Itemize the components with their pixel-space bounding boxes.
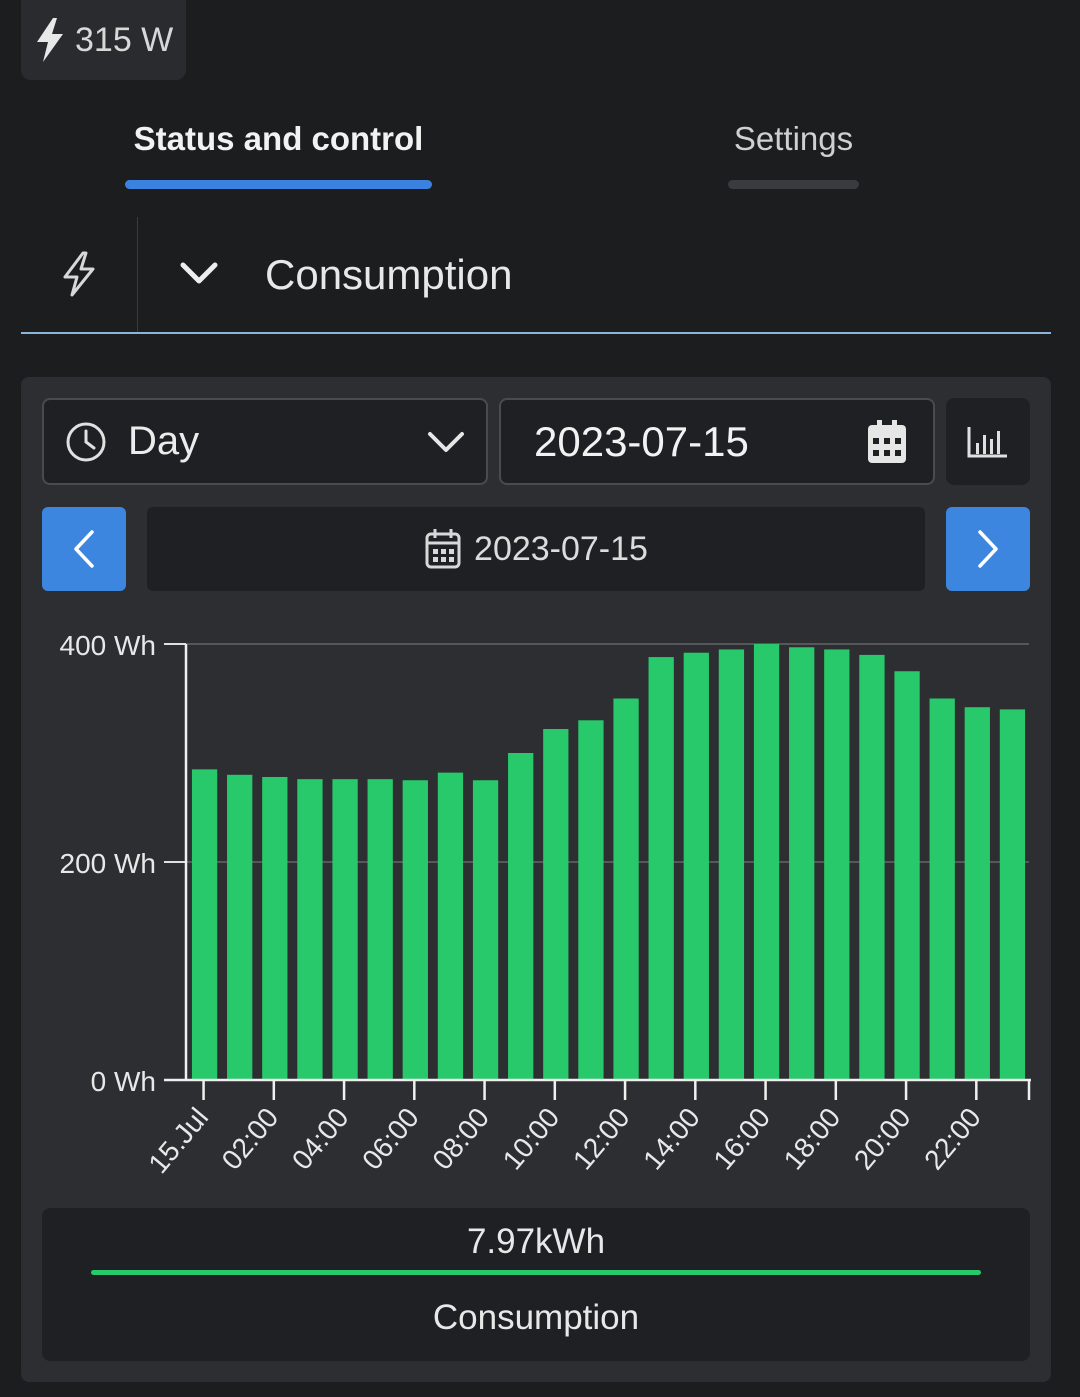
calendar-icon[interactable]	[867, 419, 907, 464]
bar-1	[227, 774, 253, 1080]
tab-settings[interactable]: Settings	[728, 120, 859, 189]
current-date-text: 2023-07-15	[474, 529, 648, 568]
x-tick-label: 22:00	[918, 1102, 987, 1176]
legend-line	[91, 1270, 981, 1275]
power-badge: 315 W	[21, 0, 186, 80]
x-tick-label: 10:00	[497, 1102, 566, 1176]
bar-15	[718, 649, 745, 1080]
bar-17	[789, 647, 815, 1080]
bar-14	[683, 652, 709, 1080]
bar-16	[753, 644, 780, 1080]
bar-2	[262, 776, 288, 1080]
consumption-summary: 7.97kWh Consumption	[42, 1208, 1030, 1361]
bolt-outline-icon	[63, 251, 95, 297]
bar-18	[824, 649, 850, 1080]
consumption-section-header[interactable]: Consumption	[21, 217, 1051, 334]
bar-9	[508, 753, 534, 1080]
bar-20	[894, 671, 920, 1080]
x-tick-label: 16:00	[707, 1102, 776, 1176]
period-select[interactable]: Day	[42, 398, 488, 485]
tab-label: Settings	[733, 120, 854, 157]
y-tick-label: 400 Wh	[60, 630, 157, 661]
power-value: 315 W	[75, 20, 174, 59]
chevron-down-icon[interactable]	[179, 259, 219, 289]
tab-label: Status and control	[133, 120, 424, 157]
calendar-outline-icon	[425, 529, 461, 569]
date-input[interactable]: 2023-07-15	[499, 398, 935, 485]
bar-13	[648, 657, 674, 1080]
consumption-bar-chart: 0 Wh 200 Wh 400 Wh 15.Jul 02:00 04:00 06:00 08:…	[60, 630, 1031, 1179]
x-tick-label: 12:00	[567, 1102, 636, 1176]
chevron-down-icon	[428, 431, 464, 452]
period-value: Day	[128, 419, 200, 463]
y-tick-label: 0 Wh	[91, 1066, 156, 1097]
consumption-card: Day 2023-07-15 2023-07-15	[21, 377, 1051, 1382]
previous-day-button[interactable]	[42, 507, 126, 591]
header-divider	[137, 217, 138, 332]
x-tick-label: 04:00	[286, 1102, 355, 1176]
clock-icon	[66, 422, 106, 461]
bar-23	[999, 709, 1026, 1080]
bar-6	[402, 780, 428, 1080]
x-tick-label: 06:00	[356, 1102, 425, 1176]
bar-19	[859, 654, 885, 1080]
x-tick-label: 08:00	[426, 1102, 495, 1176]
date-input-value: 2023-07-15	[534, 417, 749, 465]
next-day-button[interactable]	[946, 507, 1030, 591]
bar-22	[964, 707, 990, 1080]
bolt-icon	[37, 18, 63, 62]
current-date-display[interactable]: 2023-07-15	[147, 507, 925, 591]
bar-chart-icon	[967, 426, 1007, 457]
bar-7	[437, 772, 464, 1080]
bar-5	[367, 779, 393, 1080]
x-tick-label: 18:00	[778, 1102, 847, 1176]
y-tick-label: 200 Wh	[60, 848, 157, 879]
section-title: Consumption	[265, 251, 513, 298]
bar-4	[332, 779, 358, 1080]
tab-status-and-control[interactable]: Status and control	[125, 120, 432, 189]
chevron-right-icon	[978, 530, 998, 568]
bar-8	[472, 780, 499, 1080]
x-tick-label: 15.Jul	[142, 1102, 214, 1179]
tab-indicator	[728, 180, 859, 189]
x-tick-label: 14:00	[637, 1102, 706, 1176]
x-tick-label: 20:00	[848, 1102, 917, 1176]
bar-11	[578, 720, 604, 1080]
x-tick-label: 02:00	[216, 1102, 285, 1176]
chevron-left-icon	[74, 530, 94, 568]
bar-10	[543, 729, 569, 1080]
tab-indicator	[125, 180, 432, 189]
legend-label: Consumption	[432, 1298, 640, 1337]
bar-0	[191, 769, 218, 1080]
bar-12	[613, 698, 639, 1080]
bar-21	[929, 698, 955, 1080]
chart-type-button[interactable]	[946, 398, 1030, 485]
bar-3	[297, 779, 323, 1080]
total-consumption: 7.97kWh	[466, 1222, 606, 1261]
